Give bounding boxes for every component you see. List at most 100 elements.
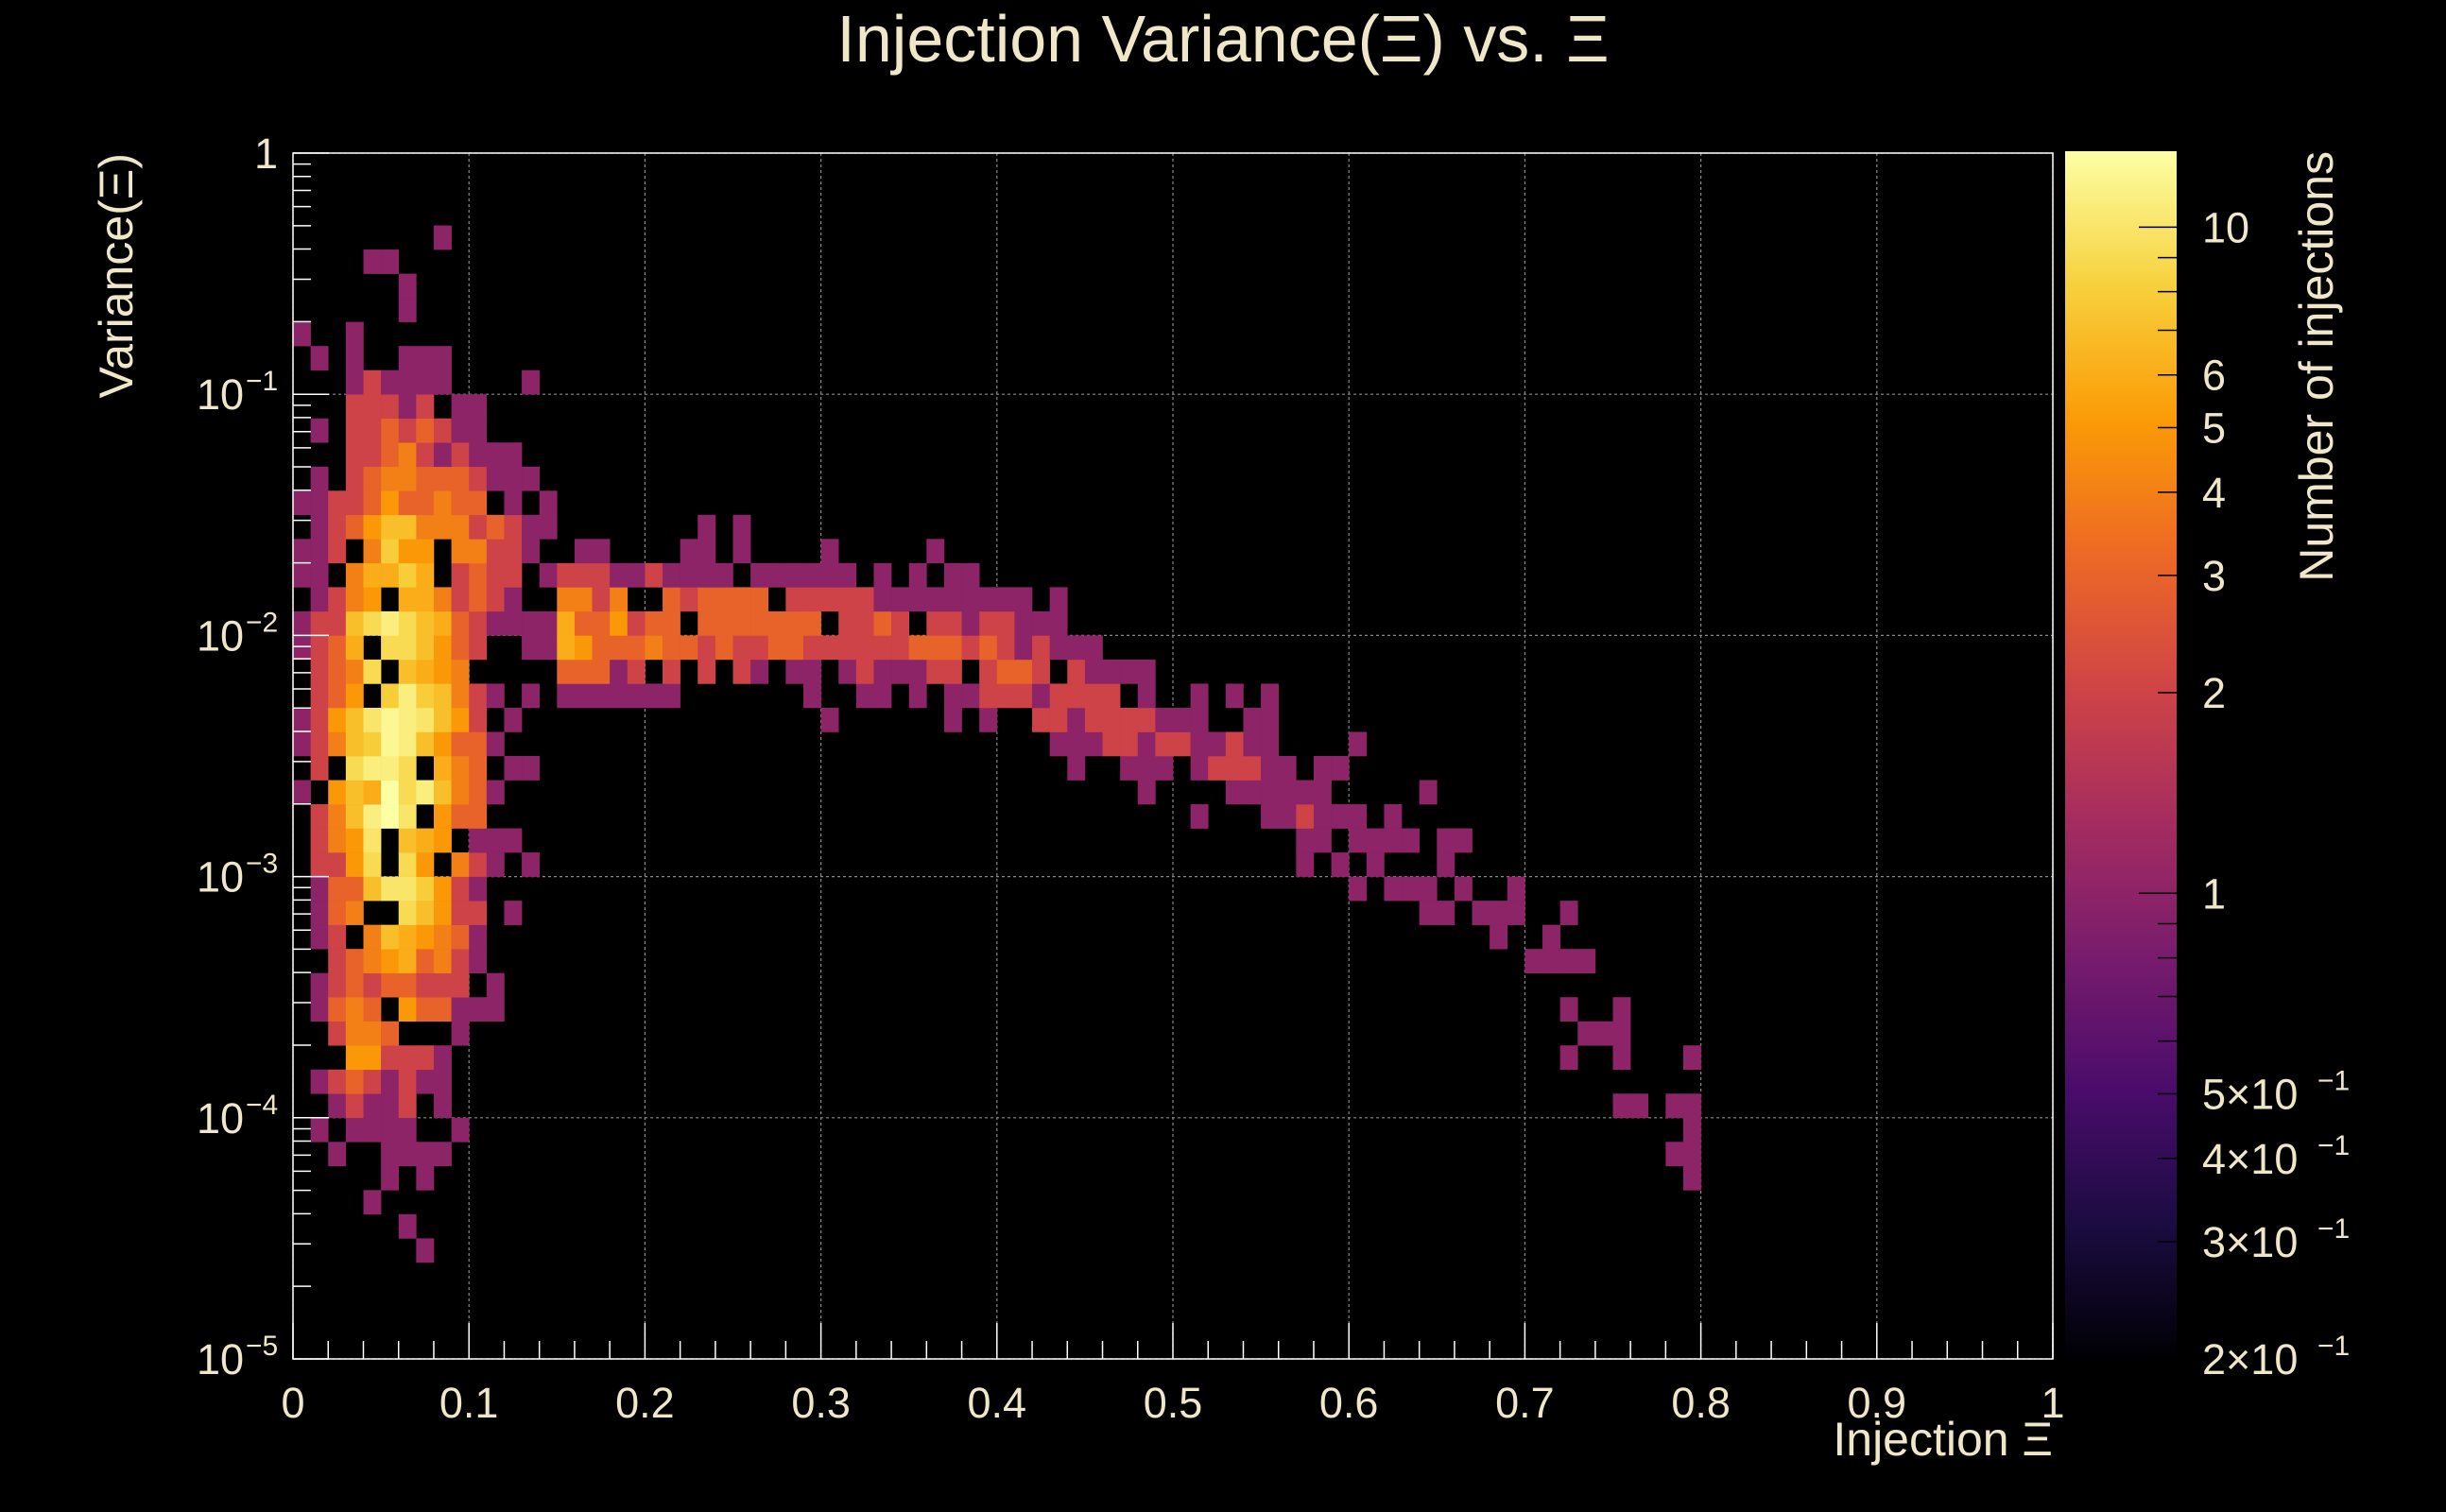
- heatmap-cell: [522, 635, 540, 661]
- heatmap-cell: [381, 1093, 400, 1119]
- heatmap-cell: [381, 1117, 400, 1143]
- y-tick-label: 10: [197, 1094, 244, 1143]
- heatmap-cell: [469, 731, 488, 757]
- heatmap-cell: [416, 514, 435, 540]
- heatmap-cell: [873, 587, 892, 612]
- heatmap-cell: [1190, 804, 1209, 829]
- heatmap-cell: [345, 804, 364, 829]
- heatmap-cell: [363, 828, 382, 853]
- heatmap-cell: [1261, 780, 1280, 805]
- x-tick-label: 0.8: [1671, 1379, 1731, 1427]
- heatmap-cell: [433, 1142, 452, 1167]
- heatmap-cell: [574, 610, 593, 636]
- heatmap-cell: [345, 1093, 364, 1119]
- heatmap-cell: [328, 780, 347, 805]
- heatmap-cell: [363, 539, 382, 564]
- heatmap-cell: [381, 1021, 400, 1046]
- heatmap-cell: [1313, 756, 1332, 781]
- heatmap-cell: [996, 659, 1015, 684]
- heatmap-cell: [943, 587, 962, 612]
- heatmap-cell: [1682, 1165, 1701, 1191]
- heatmap-cell: [979, 587, 998, 612]
- heatmap-cell: [627, 683, 646, 709]
- heatmap-cell: [486, 780, 505, 805]
- heatmap-cell: [1014, 635, 1033, 661]
- color-scale-tick-label-exponent: −1: [2317, 1331, 2350, 1362]
- heatmap-cell: [345, 997, 364, 1022]
- heatmap-cell: [398, 635, 417, 661]
- heatmap-cell: [1507, 901, 1525, 925]
- heatmap-cell: [398, 466, 417, 491]
- heatmap-cell: [1190, 731, 1209, 757]
- heatmap-cell: [802, 610, 821, 636]
- heatmap-cell: [293, 731, 311, 757]
- heatmap-cell: [504, 707, 523, 732]
- heatmap-cell: [381, 490, 400, 516]
- heatmap-cell: [592, 659, 611, 684]
- heatmap-cell: [1331, 756, 1350, 781]
- heatmap-cell: [451, 997, 470, 1022]
- heatmap-cell: [1067, 635, 1086, 661]
- heatmap-cell: [627, 562, 646, 588]
- heatmap-cell: [1278, 756, 1297, 781]
- heatmap-cell: [469, 587, 488, 612]
- heatmap-cell: [1084, 683, 1103, 709]
- heatmap-cell: [451, 659, 470, 684]
- color-scale-tick-label: 3×10: [2202, 1218, 2298, 1266]
- color-scale-tick-label: 2×10: [2202, 1335, 2298, 1383]
- color-scale-label: Number of injections: [2290, 151, 2343, 582]
- heatmap-cell: [451, 490, 470, 516]
- heatmap-cell: [416, 731, 435, 757]
- heatmap-cell: [1682, 1142, 1701, 1167]
- heatmap-cell: [996, 635, 1015, 661]
- heatmap-cell: [451, 924, 470, 950]
- heatmap-cell: [416, 418, 435, 443]
- heatmap-cell: [469, 514, 488, 540]
- heatmap-cell: [345, 321, 364, 347]
- heatmap-cell: [345, 369, 364, 395]
- heatmap-cell: [1313, 804, 1332, 829]
- heatmap-cell: [785, 635, 804, 661]
- heatmap-cell: [1137, 731, 1156, 757]
- heatmap-cell: [433, 225, 452, 250]
- heatmap-cell: [398, 852, 417, 877]
- heatmap-cell: [785, 562, 804, 588]
- heatmap-cell: [310, 610, 329, 636]
- heatmap-cell: [398, 828, 417, 853]
- heatmap-cell: [1577, 1021, 1596, 1046]
- heatmap-cell: [1049, 610, 1068, 636]
- heatmap-cell: [1454, 828, 1473, 853]
- heatmap-cell: [1014, 610, 1033, 636]
- heatmap-cell: [381, 731, 400, 757]
- heatmap-cell: [1155, 707, 1174, 732]
- heatmap-cell: [469, 924, 488, 950]
- heatmap-cell: [398, 972, 417, 998]
- heatmap-cell: [698, 610, 716, 636]
- heatmap-cell: [433, 466, 452, 491]
- heatmap-cell: [416, 1142, 435, 1167]
- heatmap-cell: [926, 587, 945, 612]
- heatmap-cell: [1559, 1045, 1578, 1071]
- heatmap-cell: [1032, 659, 1050, 684]
- x-tick-label: 1: [2041, 1379, 2064, 1427]
- heatmap-cell: [1419, 901, 1438, 925]
- heatmap-cell: [469, 466, 488, 491]
- heatmap-cell: [469, 804, 488, 829]
- heatmap-cell: [433, 780, 452, 805]
- color-scale-tick-label: 3: [2202, 552, 2226, 600]
- heatmap-cell: [1208, 756, 1227, 781]
- heatmap-cell: [398, 756, 417, 781]
- heatmap-cell: [610, 659, 629, 684]
- heatmap-cell: [469, 490, 488, 516]
- heatmap-cell: [645, 635, 663, 661]
- heatmap-cell: [802, 683, 821, 709]
- color-scale-tick-label: 5: [2202, 404, 2226, 453]
- heatmap-cell: [328, 490, 347, 516]
- heatmap-cell: [891, 659, 909, 684]
- heatmap-cell: [504, 490, 523, 516]
- heatmap-cell: [328, 949, 347, 973]
- heatmap-cell: [961, 683, 980, 709]
- heatmap-cell: [293, 321, 311, 347]
- heatmap-cell: [469, 707, 488, 732]
- heatmap-cell: [451, 972, 470, 998]
